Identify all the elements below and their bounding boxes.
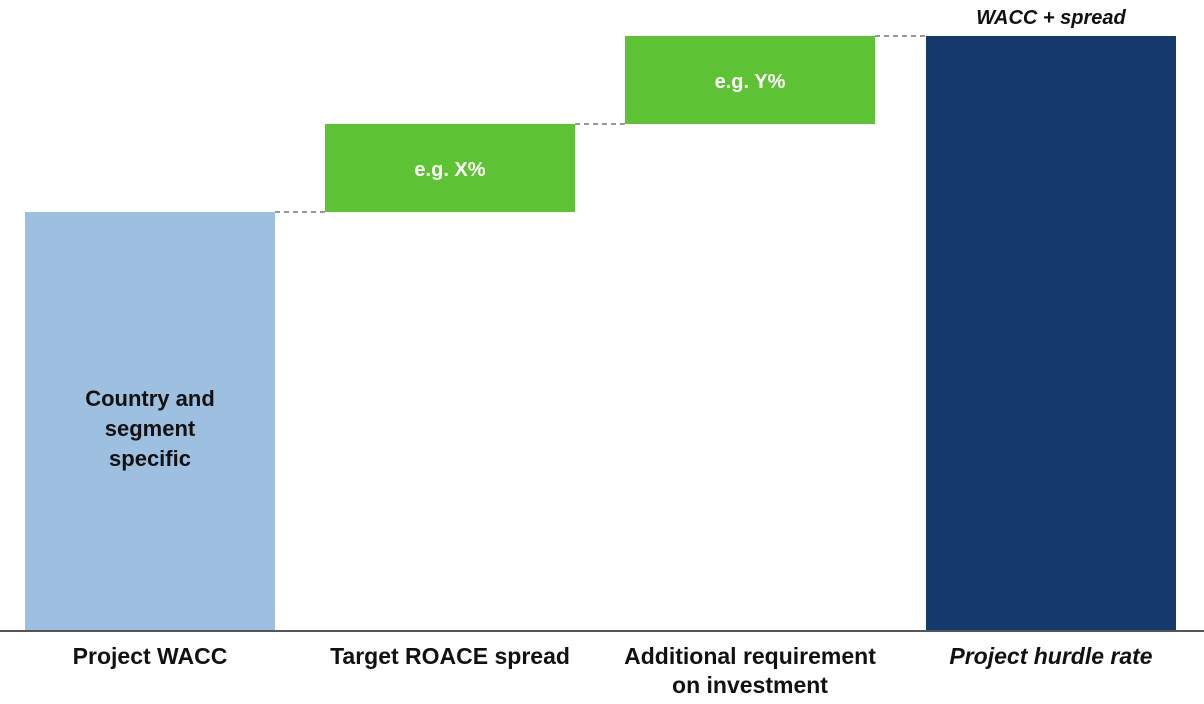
category-label-3-line-2: on investment — [672, 672, 828, 698]
category-label-3-line-1: Additional requirement — [624, 643, 876, 669]
bar-4 — [926, 36, 1176, 631]
category-label-1: Project WACC — [73, 643, 228, 669]
bar-1 — [25, 211, 275, 632]
category-label-2: Target ROACE spread — [330, 643, 570, 669]
bar-2 — [325, 123, 575, 212]
bar-2-label-line-1: e.g. X% — [414, 159, 485, 181]
top-annotation: WACC + spread — [976, 7, 1126, 29]
bar-1-label-line-3: specific — [109, 446, 191, 471]
bar-1-label-line-1: Country and — [85, 386, 215, 411]
bar-3-label-line-1: e.g. Y% — [715, 71, 786, 93]
category-label-4: Project hurdle rate — [949, 643, 1152, 669]
bar-1-label-line-2: segment — [105, 416, 196, 441]
bar-3 — [625, 36, 875, 124]
